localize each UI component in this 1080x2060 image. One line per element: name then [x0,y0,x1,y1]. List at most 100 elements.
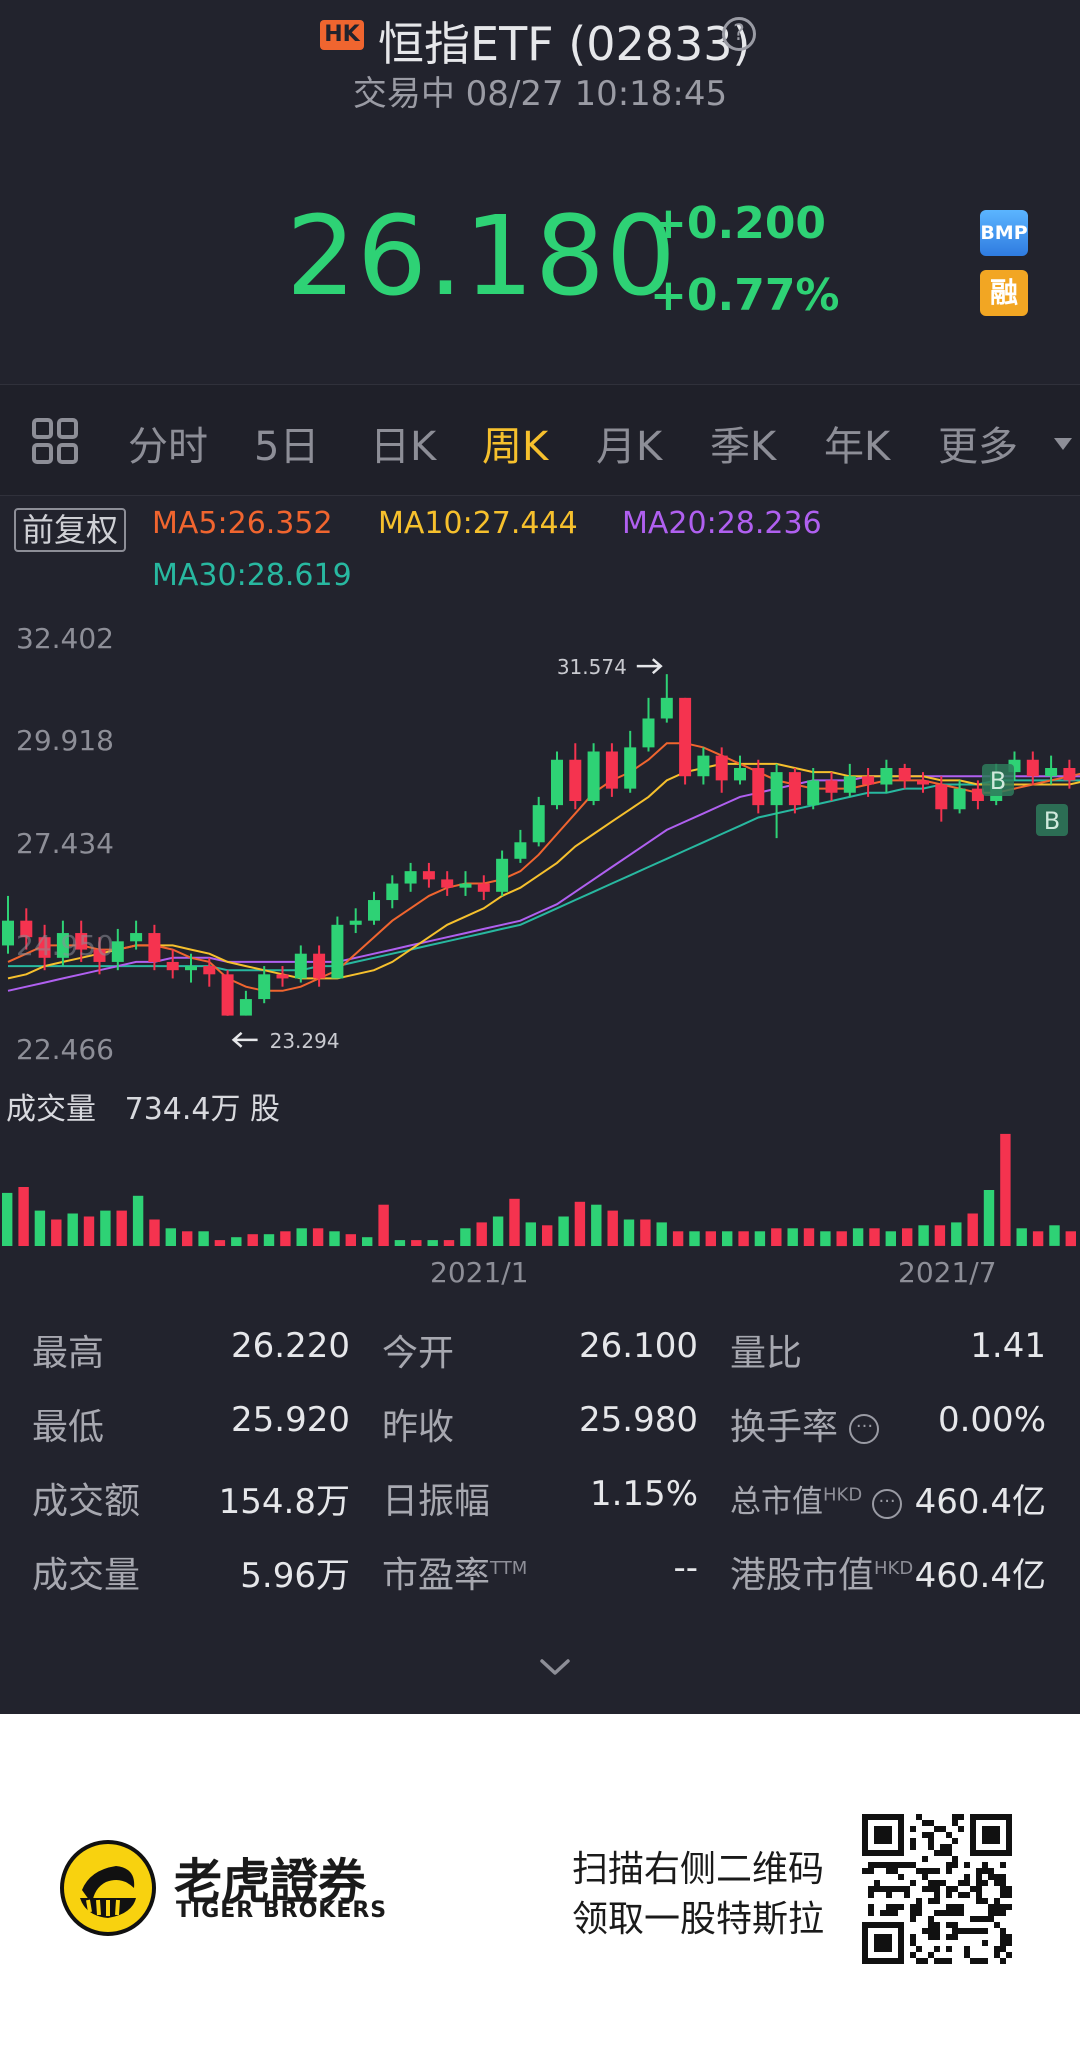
candle-body [862,776,875,785]
volume-bar [525,1222,536,1246]
volume-bar [1000,1133,1011,1246]
grid-menu-icon[interactable] [32,418,78,464]
volume-bar [558,1216,569,1246]
candle-body [459,883,472,888]
dropdown-arrow-icon[interactable] [1054,438,1072,450]
stat-low-label: 最低 [32,1407,105,1448]
volume-bar [362,1237,373,1246]
volume-bar [116,1210,127,1246]
brand-name-cn: 老虎證券 [174,1854,367,1910]
stat-high-label: 最高 [32,1333,105,1374]
candle-body [276,974,289,979]
volume-bar [787,1228,798,1246]
volume-bar [1032,1231,1044,1247]
volume-chart[interactable] [0,1120,1080,1250]
stat-prev-close-label: 昨收 [382,1407,455,1448]
stat-turnover-rate-label: 换手率 ··· [730,1398,880,1450]
bmp-icon[interactable]: BMP [980,210,1028,256]
candle-body [917,780,929,785]
chevron-down-icon[interactable] [538,1650,572,1684]
candle-body [788,772,801,806]
volume-bar [165,1228,176,1246]
candle-body [75,933,88,950]
x-tick-label: 2021/1 [430,1256,529,1289]
ma10-value: MA10:27.444 [378,506,578,541]
stat-hk-mktcap-label: 港股市值HKD [730,1555,914,1596]
candle-body [679,697,692,777]
candle-body [2,920,14,946]
candle-body [770,772,783,806]
volume-bar [934,1225,946,1246]
volume-bar [51,1219,62,1247]
candle-body [313,953,326,979]
volume-bar [738,1231,749,1247]
candle-body [239,999,252,1016]
volume-bar [689,1231,700,1247]
candle-body [898,768,911,781]
tab-quarterly-k[interactable]: 季K [710,424,777,470]
volume-bar [852,1228,864,1246]
qr-code-image[interactable] [862,1814,1012,1964]
volume-bar [198,1231,209,1247]
volume-bar [803,1228,815,1246]
stat-mktcap-value: 460.4亿 [914,1482,1046,1522]
tab-monthly-k[interactable]: 月K [596,424,663,470]
candle-body [971,788,984,802]
volume-bar [509,1198,520,1246]
volume-bar [476,1222,487,1246]
stat-pe-label: 市盈率TTM [382,1555,528,1596]
volume-bar [967,1213,978,1246]
tab-weekly-k[interactable]: 周K [482,424,549,470]
candle-body [422,871,435,880]
volume-bar [2,1192,13,1246]
market-badge: HK [320,20,364,50]
help-icon[interactable]: ? [722,17,756,51]
volume-bar [705,1231,716,1247]
candle-body [825,780,838,793]
candle-body [1045,768,1058,777]
volume-bar [411,1240,422,1246]
volume-bar [263,1234,275,1246]
candle-body [111,941,124,962]
candlestick-chart[interactable]: 31.574 23.294 B B [0,600,1080,1080]
tab-5day[interactable]: 5日 [254,424,320,470]
volume-bar [754,1231,766,1247]
adjustment-toggle[interactable]: 前复权 [14,508,127,552]
volume-bar [836,1231,847,1247]
arrow-left-icon [231,1031,258,1048]
candle-body [1026,759,1039,777]
volume-bar [656,1222,667,1246]
ma20-line [7,775,1080,992]
more-info-icon[interactable]: ··· [872,1488,903,1519]
volume-bar [951,1222,962,1246]
volume-bar [280,1231,291,1247]
volume-bar [231,1237,242,1246]
x-tick-label: 2021/7 [898,1256,997,1289]
candle-body [953,788,966,810]
stat-low-value: 25.920 [231,1400,350,1440]
page-title: 恒指ETF (02833) [378,17,751,71]
buy-marker-label: B [990,767,1006,795]
volume-bar [918,1225,929,1246]
y-tick-label: 29.918 [16,724,114,757]
candle-body [807,780,820,806]
volume-bar [820,1231,831,1247]
stat-volume-value: 5.96万 [240,1556,350,1596]
ma20-value: MA20:28.236 [622,506,822,541]
candle-body [587,751,600,802]
price-change-percent: +0.77% [650,270,840,321]
volume-bar [640,1219,651,1247]
candle-body [294,953,307,979]
more-info-icon[interactable]: ··· [849,1414,880,1444]
volume-bar [182,1231,193,1247]
tab-more[interactable]: 更多 [938,424,1018,470]
volume-bar [869,1228,880,1246]
tab-daily-k[interactable]: 日K [370,424,437,470]
candle-body [56,933,69,958]
margin-icon[interactable]: 融 [980,270,1028,316]
tab-intraday[interactable]: 分时 [128,424,208,470]
tab-yearly-k[interactable]: 年K [824,424,891,470]
candle-body [935,784,948,810]
volume-bar [312,1228,324,1246]
candle-body [20,920,33,938]
